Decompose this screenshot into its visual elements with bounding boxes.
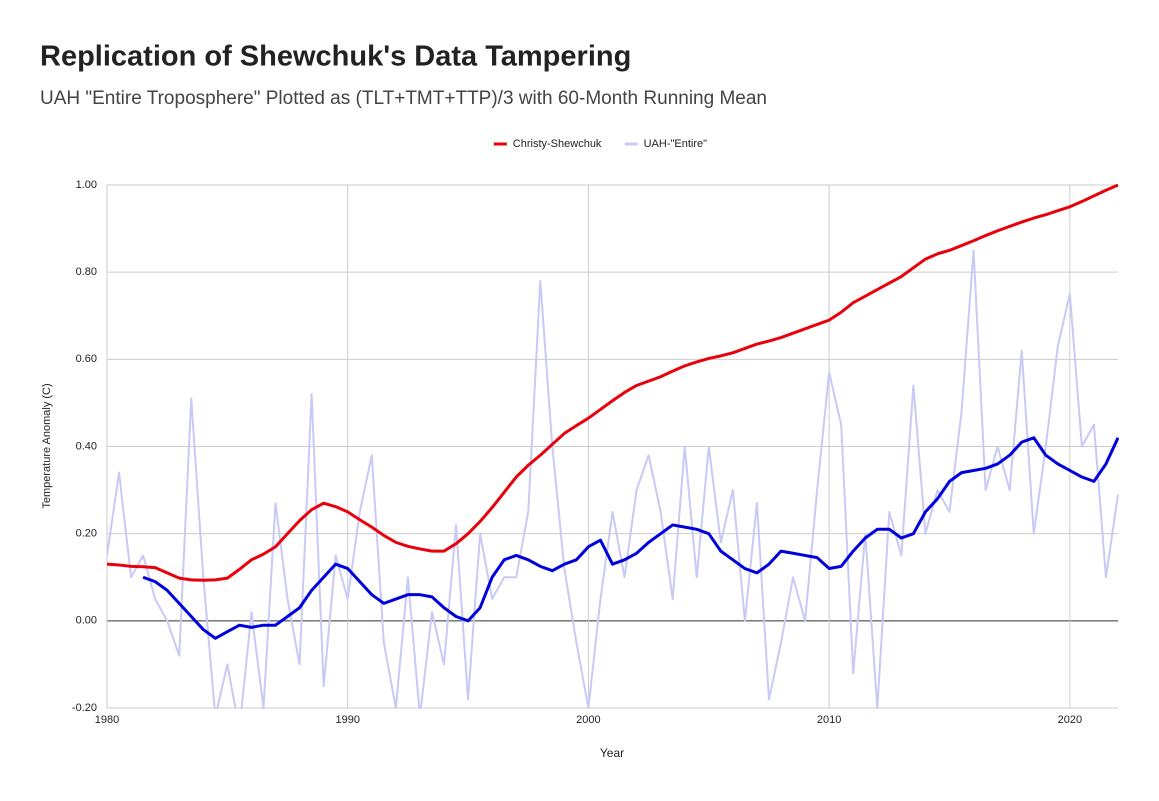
series-line: [142, 436, 1119, 640]
y-tick-label: 0.40: [76, 440, 97, 452]
legend-label: UAH-"Entire": [644, 138, 708, 150]
y-tick-label: 0.60: [76, 353, 97, 365]
y-tick-label: 0.00: [76, 615, 97, 627]
legend: Christy-Shewchuk UAH-"Entire": [493, 138, 708, 150]
y-axis-label: Temperature Anomaly (C): [41, 383, 53, 508]
x-axis-label: Year: [600, 746, 624, 760]
legend-label: Christy-Shewchuk: [513, 138, 602, 150]
x-tick-label: 1980: [95, 714, 119, 726]
x-tick-label: 2010: [817, 714, 841, 726]
x-tick-label: 2020: [1058, 714, 1082, 726]
x-tick-label: 2000: [576, 714, 600, 726]
y-tick-label: 1.00: [76, 179, 97, 191]
series-line: [107, 184, 1119, 582]
chart-title: Replication of Shewchuk's Data Tampering: [40, 41, 631, 73]
y-tick-label: 0.80: [76, 266, 97, 278]
x-tick-label: 1990: [335, 714, 359, 726]
grid: [106, 184, 1118, 709]
series-line: [107, 249, 1119, 709]
y-tick-label: 0.20: [76, 528, 97, 540]
chart-subtitle: UAH "Entire Troposphere" Plotted as (TLT…: [40, 88, 767, 109]
plot-area: [107, 184, 1119, 709]
y-tick-label: -0.20: [72, 702, 97, 714]
